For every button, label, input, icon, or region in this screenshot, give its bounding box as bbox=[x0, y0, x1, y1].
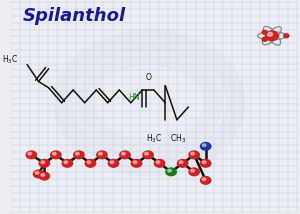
Circle shape bbox=[108, 159, 119, 167]
Circle shape bbox=[143, 151, 153, 159]
Circle shape bbox=[189, 151, 199, 159]
Circle shape bbox=[202, 144, 206, 147]
Circle shape bbox=[191, 169, 194, 172]
Circle shape bbox=[154, 159, 165, 167]
Circle shape bbox=[51, 151, 61, 159]
Text: H$_3$C: H$_3$C bbox=[146, 132, 162, 145]
Text: Spilanthol: Spilanthol bbox=[23, 7, 126, 25]
Circle shape bbox=[145, 152, 148, 155]
Circle shape bbox=[39, 172, 50, 180]
Circle shape bbox=[99, 152, 102, 155]
Circle shape bbox=[200, 177, 211, 184]
Circle shape bbox=[200, 143, 211, 150]
Circle shape bbox=[122, 152, 125, 155]
Circle shape bbox=[177, 159, 188, 167]
Circle shape bbox=[62, 159, 73, 167]
Circle shape bbox=[156, 161, 160, 163]
Circle shape bbox=[74, 151, 84, 159]
Circle shape bbox=[284, 34, 289, 38]
Circle shape bbox=[166, 168, 176, 176]
Circle shape bbox=[41, 161, 45, 163]
Circle shape bbox=[191, 152, 194, 155]
Circle shape bbox=[87, 161, 91, 163]
Circle shape bbox=[110, 161, 114, 163]
Text: HN: HN bbox=[128, 93, 140, 102]
Text: O: O bbox=[145, 73, 151, 82]
Circle shape bbox=[120, 151, 130, 159]
Circle shape bbox=[85, 159, 96, 167]
Text: CH$_3$: CH$_3$ bbox=[170, 132, 186, 145]
Circle shape bbox=[189, 168, 199, 176]
Circle shape bbox=[76, 152, 79, 155]
Circle shape bbox=[41, 174, 45, 176]
Circle shape bbox=[262, 37, 267, 41]
Circle shape bbox=[28, 152, 31, 155]
Text: H$_3$C: H$_3$C bbox=[2, 54, 18, 67]
Circle shape bbox=[202, 161, 206, 163]
Circle shape bbox=[39, 159, 50, 167]
Circle shape bbox=[168, 169, 171, 172]
Circle shape bbox=[133, 161, 137, 163]
Circle shape bbox=[262, 30, 267, 34]
Circle shape bbox=[267, 32, 272, 36]
Circle shape bbox=[26, 151, 37, 159]
Circle shape bbox=[33, 170, 44, 178]
Circle shape bbox=[202, 178, 206, 181]
Circle shape bbox=[35, 171, 39, 174]
Circle shape bbox=[64, 161, 68, 163]
Circle shape bbox=[266, 31, 278, 40]
Circle shape bbox=[97, 151, 107, 159]
Circle shape bbox=[200, 159, 211, 167]
Circle shape bbox=[52, 152, 56, 155]
Circle shape bbox=[179, 161, 183, 163]
Circle shape bbox=[131, 159, 142, 167]
